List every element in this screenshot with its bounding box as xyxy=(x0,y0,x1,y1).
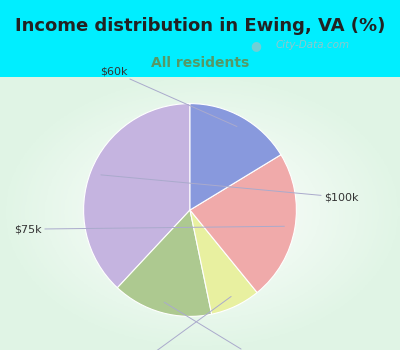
Text: All residents: All residents xyxy=(151,56,249,70)
Wedge shape xyxy=(190,210,257,314)
Wedge shape xyxy=(117,210,212,316)
Text: $60k: $60k xyxy=(100,67,237,127)
Text: Income distribution in Ewing, VA (%): Income distribution in Ewing, VA (%) xyxy=(15,17,385,35)
Wedge shape xyxy=(190,155,296,293)
Text: $40k: $40k xyxy=(132,296,231,350)
Wedge shape xyxy=(84,104,190,288)
Text: ●: ● xyxy=(250,38,262,51)
Text: $75k: $75k xyxy=(14,224,284,234)
Text: City-Data.com: City-Data.com xyxy=(275,40,350,50)
Text: $100k: $100k xyxy=(101,175,358,202)
Text: $30k: $30k xyxy=(164,302,268,350)
Wedge shape xyxy=(190,104,281,210)
